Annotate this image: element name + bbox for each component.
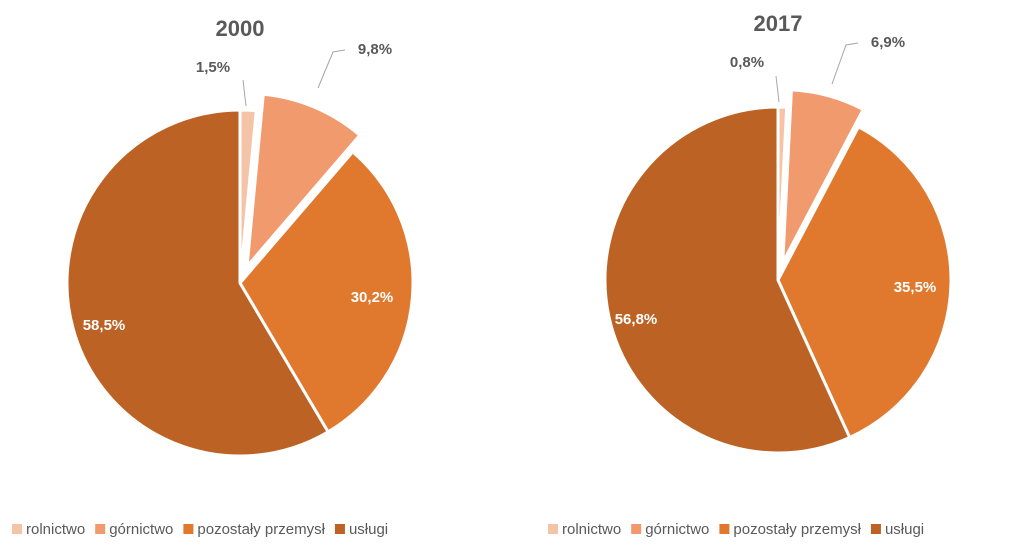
legend-label: pozostały przemysł — [733, 521, 861, 538]
legend-swatch — [870, 524, 881, 534]
legend-label: usługi — [885, 521, 924, 538]
pie-slice — [603, 105, 852, 455]
data-label: 9,8% — [358, 41, 392, 58]
legend-swatch — [95, 524, 106, 534]
pie-slice — [65, 108, 330, 458]
legend-swatch — [334, 524, 345, 534]
data-label: 0,8% — [730, 54, 764, 71]
pie-slice — [776, 125, 953, 439]
data-label: 58,5% — [83, 317, 126, 334]
legend-label: górnictwo — [645, 521, 709, 538]
legend-swatch — [631, 524, 642, 534]
data-label: 30,2% — [351, 289, 394, 306]
leader-line — [317, 49, 346, 89]
data-label: 1,5% — [196, 59, 230, 76]
legend-label: górnictwo — [109, 521, 173, 538]
legend-label: rolnictwo — [562, 521, 621, 538]
legend-label: usługi — [349, 521, 388, 538]
chart-title: 2017 — [754, 11, 803, 36]
data-label: 56,8% — [615, 311, 658, 328]
chart-title: 2000 — [216, 16, 265, 41]
data-label: 6,9% — [871, 34, 905, 51]
legend-label: pozostały przemysł — [197, 521, 325, 538]
legend-swatch — [12, 524, 22, 534]
leader-line — [831, 42, 859, 85]
pie-slice — [781, 88, 865, 265]
pie-slice — [238, 150, 415, 434]
legend-swatch — [719, 524, 730, 534]
legend-swatch — [548, 524, 558, 534]
leader-line — [242, 79, 247, 107]
legend-label: rolnictwo — [26, 521, 85, 538]
legend-swatch — [183, 524, 194, 534]
pie-slice — [245, 92, 362, 268]
data-label: 35,5% — [894, 279, 937, 296]
leader-line — [775, 75, 780, 103]
